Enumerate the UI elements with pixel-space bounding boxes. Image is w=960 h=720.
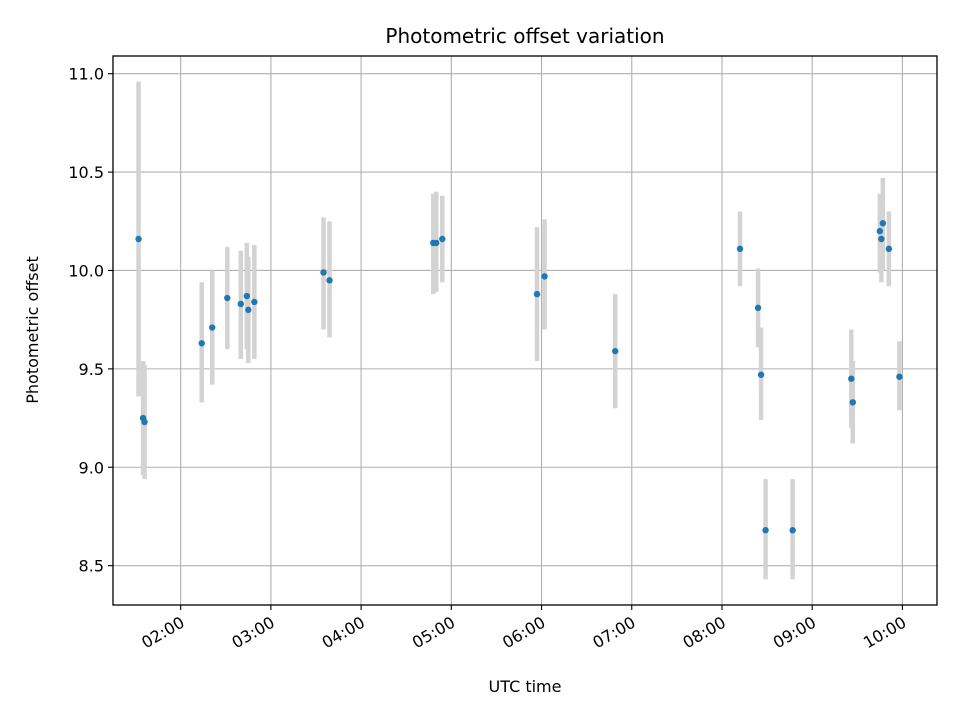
data-point <box>141 418 148 426</box>
data-point <box>135 235 142 243</box>
data-points <box>135 220 903 534</box>
data-point <box>439 235 446 243</box>
chart-title: Photometric offset variation <box>385 24 664 48</box>
data-point <box>876 227 884 235</box>
y-tick-label: 8.5 <box>79 557 104 576</box>
data-point <box>245 306 252 314</box>
x-axis-label: UTC time <box>489 677 562 696</box>
grid <box>113 56 937 605</box>
y-tick-label: 10.0 <box>68 261 104 280</box>
data-point <box>879 220 887 227</box>
y-axis-ticks: 8.5 9.0 9.5 10.0 10.5 11.0 <box>68 65 113 576</box>
data-point <box>320 269 327 276</box>
data-point <box>757 371 765 378</box>
data-point <box>878 235 885 243</box>
data-point <box>433 239 440 247</box>
data-point <box>251 298 258 306</box>
plot-frame <box>112 55 938 606</box>
y-tick-label: 10.5 <box>68 163 104 182</box>
y-tick-label: 9.5 <box>79 360 104 379</box>
data-point <box>762 527 769 534</box>
data-point <box>237 300 245 308</box>
data-point <box>736 245 744 253</box>
y-tick-label: 9.0 <box>79 458 104 477</box>
data-point <box>198 340 205 347</box>
data-point <box>541 273 548 280</box>
data-point <box>849 399 856 406</box>
data-point <box>848 375 855 382</box>
y-tick-label: 11.0 <box>68 65 104 84</box>
data-point <box>612 347 619 355</box>
data-point <box>885 245 893 253</box>
data-point <box>754 304 762 312</box>
data-point <box>789 527 796 534</box>
data-point <box>243 292 251 300</box>
data-point <box>896 373 903 380</box>
y-axis-label: Photometric offset <box>23 256 42 404</box>
data-point <box>224 294 231 302</box>
data-point <box>326 277 333 284</box>
data-point <box>533 290 541 298</box>
data-point <box>209 324 216 331</box>
